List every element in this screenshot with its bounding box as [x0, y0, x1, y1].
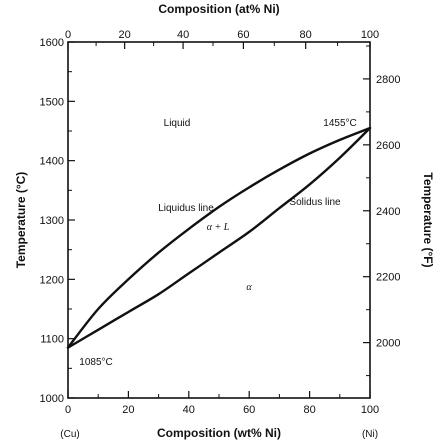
liquidus-line: [66, 126, 372, 349]
top-axis-title: Composition (at% Ni): [158, 2, 279, 16]
top-x-tick-label: 100: [361, 29, 379, 41]
left-y-tick-label: 1400: [40, 156, 64, 168]
top-x-tick-label: 20: [119, 29, 131, 41]
bottom-x-tick-label: 100: [361, 404, 379, 416]
liquid-region-label: Liquid: [164, 118, 191, 129]
top-x-tick-label: 60: [237, 29, 249, 41]
liquidus-line-label: Liquidus line: [158, 203, 214, 214]
bottom-x-tick-label: 20: [122, 404, 134, 416]
right-axis-title: Temperature (°F): [421, 172, 435, 267]
axis-ticks: 0 20 40 60 80 1000 20 40 60 80 1001000110012001300…: [40, 29, 401, 416]
right-y-tick-label: 2400: [376, 206, 400, 218]
left-axis-title: Temperature (°C): [14, 172, 28, 269]
left-y-tick-label: 1300: [40, 215, 64, 227]
top-x-tick-label: 80: [300, 29, 312, 41]
right-y-tick-label: 2000: [376, 338, 400, 350]
plot-area-frame: [67, 41, 371, 399]
right-y-tick-label: 2800: [376, 74, 400, 86]
bottom-x-tick-label: 80: [303, 404, 315, 416]
ni-end-label: (Ni): [362, 429, 378, 440]
right-y-tick-label: 2600: [376, 140, 400, 152]
bottom-x-tick-label: 60: [243, 404, 255, 416]
bottom-axis-title: Composition (wt% Ni): [157, 426, 281, 440]
left-y-tick-label: 1500: [40, 96, 64, 108]
left-y-tick-label: 1600: [40, 37, 64, 49]
alpha-plus-liquid-label: α + L: [207, 222, 230, 233]
phase-curves: [66, 126, 372, 349]
right-y-tick-label: 2200: [376, 272, 400, 284]
solidus-line-label: Solidus line: [289, 197, 341, 208]
top-x-tick-label: 40: [177, 29, 189, 41]
ni-melting-point-label: 1455°C: [323, 118, 356, 129]
cu-end-label: (Cu): [60, 429, 79, 440]
bottom-x-tick-label: 0: [65, 404, 71, 416]
left-y-tick-label: 1100: [40, 334, 64, 346]
bottom-x-tick-label: 40: [183, 404, 195, 416]
left-y-tick-label: 1200: [40, 274, 64, 286]
cu-melting-point-label: 1085°C: [79, 357, 112, 368]
alpha-region-label: α: [246, 282, 252, 293]
top-x-tick-label: 0: [65, 29, 71, 41]
left-y-tick-label: 1000: [40, 393, 64, 405]
solidus-line: [66, 126, 372, 349]
